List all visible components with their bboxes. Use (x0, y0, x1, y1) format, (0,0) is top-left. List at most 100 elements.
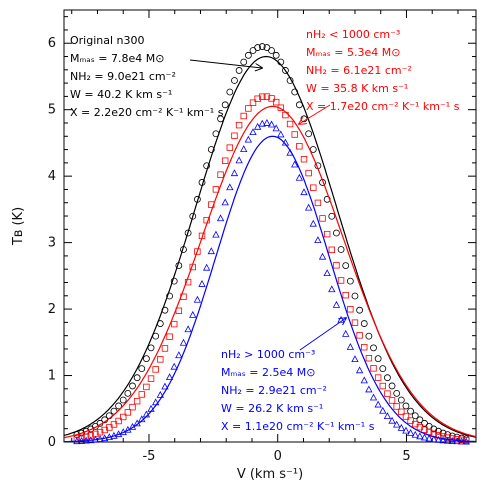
annotation-red-line-5: X = 1.7e20 cm⁻² K⁻¹ km⁻¹ s (306, 100, 460, 113)
data-point (453, 437, 461, 445)
data-point (221, 157, 229, 164)
series-blue-fit-line (63, 135, 476, 443)
data-point (147, 404, 155, 412)
data-point (379, 365, 387, 373)
data-point (439, 433, 447, 440)
data-point (393, 420, 401, 428)
data-point (124, 389, 132, 397)
data-point (388, 382, 396, 390)
data-point (184, 278, 192, 286)
axis-ticks: -5 0 5 0 1 2 3 4 5 6 (48, 10, 476, 464)
data-point (189, 263, 196, 271)
data-point (91, 435, 100, 443)
data-point (161, 382, 169, 390)
data-point (379, 382, 386, 390)
data-point (161, 306, 169, 314)
data-point (272, 124, 280, 132)
data-point (87, 432, 94, 439)
data-point (207, 146, 215, 153)
data-point (165, 373, 174, 381)
data-point (342, 329, 350, 337)
data-point (286, 120, 294, 128)
data-point (282, 111, 289, 119)
y-tick-label: 0 (48, 435, 56, 450)
data-point (453, 436, 461, 443)
data-point (411, 412, 419, 420)
annotation-black-line-5: X = 2.2e20 cm⁻² K⁻¹ km⁻¹ s (70, 106, 224, 119)
data-point (147, 375, 155, 382)
data-point (402, 413, 410, 420)
data-point (347, 306, 354, 313)
data-point (138, 415, 146, 423)
data-point (397, 423, 405, 431)
series-blue (63, 118, 476, 445)
data-point (295, 173, 304, 181)
data-point (272, 98, 280, 106)
annotation-blue-line-5: X = 1.1e20 cm⁻² K⁻¹ km⁻¹ s (221, 420, 375, 433)
data-point (142, 410, 151, 418)
data-point (194, 248, 201, 255)
data-point (346, 277, 354, 285)
data-point (402, 402, 410, 410)
data-point (198, 179, 206, 186)
data-point (407, 407, 414, 415)
data-point (463, 437, 470, 444)
data-point (212, 230, 220, 238)
arrow-red (299, 104, 331, 124)
data-point (226, 183, 234, 191)
annotation-black-line-1: Original n300 (70, 34, 145, 47)
data-point (244, 135, 253, 143)
data-point (73, 437, 81, 445)
data-point (128, 422, 137, 430)
data-point (231, 77, 238, 84)
data-point (268, 47, 275, 54)
data-point (244, 51, 252, 59)
y-tick-label: 3 (48, 236, 56, 251)
data-point (295, 101, 303, 109)
data-point (152, 366, 159, 373)
data-point (304, 203, 313, 211)
data-point (369, 393, 378, 401)
data-point (226, 88, 234, 96)
data-point (370, 344, 377, 352)
data-point (416, 416, 424, 424)
data-point (240, 112, 247, 120)
data-point (180, 246, 187, 253)
data-point (175, 307, 183, 314)
data-point (272, 51, 280, 59)
data-point (314, 236, 322, 244)
data-point (152, 332, 160, 340)
data-point (115, 417, 122, 425)
data-point (420, 433, 429, 441)
data-point (305, 130, 313, 138)
data-point (212, 186, 220, 193)
data-point (87, 436, 95, 444)
data-point (170, 362, 178, 370)
data-point (374, 355, 382, 363)
data-point (267, 120, 276, 128)
annotation-red-line-4: W = 35.8 K km s⁻¹ (306, 82, 408, 95)
y-tick-label: 4 (48, 169, 56, 184)
data-point (184, 229, 192, 237)
data-point (309, 219, 317, 227)
data-point (263, 93, 271, 100)
data-point (356, 332, 363, 339)
data-point (142, 355, 150, 363)
data-point (217, 115, 224, 123)
data-point (82, 433, 90, 440)
data-point (189, 212, 197, 220)
y-axis-title: Tʙ (K) (11, 207, 26, 246)
data-point (129, 382, 136, 390)
data-point (110, 431, 118, 439)
data-point (235, 156, 243, 164)
data-point (291, 88, 299, 96)
annotation-arrows (189, 59, 346, 351)
data-point (133, 397, 141, 405)
data-point (300, 156, 308, 163)
data-point (198, 280, 206, 287)
data-point (96, 428, 104, 436)
data-point (180, 293, 187, 300)
data-point (337, 277, 345, 284)
x-tick-label: 5 (402, 449, 410, 464)
